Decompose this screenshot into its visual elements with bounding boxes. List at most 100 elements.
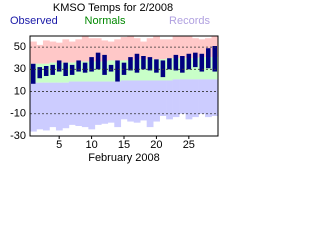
y-tick-label: 30 (14, 63, 26, 75)
record-low-band (94, 81, 102, 125)
observed-bar (141, 56, 146, 70)
observed-bar (121, 62, 127, 75)
observed-bar (212, 46, 218, 72)
record-high-band (127, 36, 135, 61)
record-high-band (107, 41, 115, 61)
record-low-band (172, 79, 180, 118)
observed-bar (43, 66, 49, 76)
observed-bar (89, 57, 94, 72)
observed-bar (173, 54, 179, 71)
record-low-band (192, 79, 199, 118)
record-high-band (146, 38, 154, 60)
record-low-band (101, 81, 109, 124)
observed-bar (76, 60, 81, 72)
record-low-band (81, 81, 89, 128)
record-low-band (55, 82, 63, 131)
normal-band (55, 62, 63, 83)
legend-observed: Observed (10, 15, 58, 27)
record-low-band (133, 80, 141, 123)
record-high-band (42, 40, 50, 64)
record-low-band (166, 80, 173, 120)
record-low-band (49, 82, 57, 128)
record-low-band (36, 82, 44, 130)
record-low-band (127, 80, 135, 122)
observed-bar (206, 48, 211, 69)
observed-bar (160, 60, 166, 78)
record-high-band (140, 41, 147, 60)
observed-bar (69, 64, 75, 75)
chart-title: KMSO Temps for 2/2008 (53, 2, 173, 14)
record-low-band (114, 81, 122, 128)
record-high-band (62, 39, 70, 63)
observed-bar (128, 57, 133, 71)
legend-records: Records (169, 15, 210, 27)
record-high-band (101, 40, 109, 62)
observed-bar (180, 56, 185, 73)
observed-bar (95, 52, 101, 70)
record-high-band (185, 36, 193, 59)
record-low-band (146, 80, 154, 128)
y-tick-label: -10 (10, 108, 26, 120)
record-low-band (107, 81, 115, 123)
record-low-band (198, 79, 206, 114)
observed-bar (193, 52, 198, 68)
record-high-band (81, 36, 89, 62)
observed-bar (63, 62, 68, 76)
x-tick-label: 15 (118, 139, 130, 151)
record-low-band (211, 79, 219, 116)
record-low-band (62, 82, 70, 129)
y-tick-label: 50 (14, 41, 26, 53)
y-tick-label: 10 (14, 85, 26, 97)
observed-bar (37, 67, 42, 79)
observed-bar (199, 53, 205, 72)
record-low-band (185, 79, 193, 120)
record-low-band (153, 80, 160, 122)
record-high-band (114, 39, 122, 61)
record-low-band (179, 79, 186, 114)
observed-bar (108, 64, 114, 72)
plot-frame (29, 35, 219, 137)
x-tick-label: 20 (150, 139, 162, 151)
observed-bar (56, 60, 62, 72)
record-high-band (94, 38, 102, 62)
observed-bar (154, 59, 159, 73)
legend-normals: Normals (85, 15, 126, 27)
record-high-band (88, 38, 96, 62)
observed-bar (134, 53, 140, 73)
record-low-band (75, 81, 83, 126)
record-low-band (120, 80, 128, 120)
record-high-band (55, 42, 63, 63)
observed-bar (50, 64, 55, 75)
record-high-band (159, 39, 167, 60)
record-high-band (49, 41, 57, 63)
y-tick-label: -30 (10, 130, 26, 142)
normal-band (192, 58, 199, 80)
record-high-band (153, 36, 160, 60)
record-low-band (140, 80, 147, 121)
observed-bar (147, 57, 153, 71)
chart: KMSO Temps for 2/2008 Observed Normals R… (10, 2, 219, 164)
x-axis-label: February 2008 (88, 152, 160, 164)
record-low-band (68, 81, 76, 125)
record-high-band (75, 39, 83, 62)
record-high-band (133, 38, 141, 60)
x-tick-label: 5 (56, 139, 62, 151)
record-high-band (120, 37, 128, 61)
observed-bar (82, 62, 88, 73)
record-high-band (205, 38, 212, 58)
record-low-band (30, 82, 37, 132)
record-low-band (42, 82, 50, 131)
record-high-band (36, 44, 44, 64)
record-low-band (159, 80, 167, 116)
record-high-band (192, 38, 199, 59)
normal-band (140, 59, 147, 81)
record-low-band (88, 81, 96, 130)
record-high-band (198, 39, 206, 58)
x-tick-label: 25 (183, 139, 195, 151)
record-high-band (172, 36, 180, 59)
observed-bar (30, 63, 36, 84)
x-tick-label: 10 (85, 139, 97, 151)
observed-bar (102, 54, 107, 75)
observed-bar (167, 58, 172, 70)
record-high-band (30, 41, 37, 64)
